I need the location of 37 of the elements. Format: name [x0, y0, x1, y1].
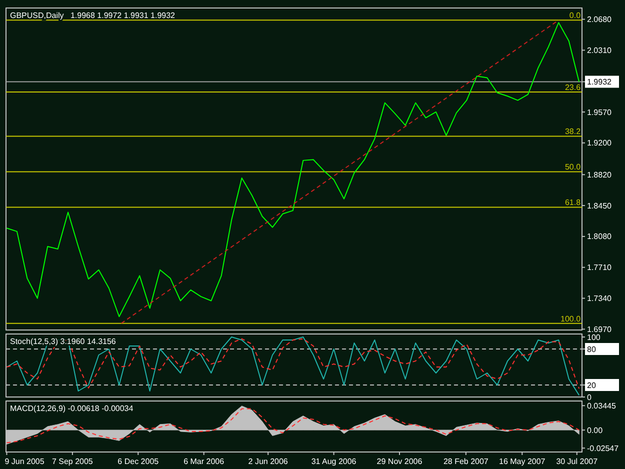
- x-tick-label: 7 Sep 2005: [52, 457, 94, 466]
- annotation: 0.0: [569, 11, 582, 20]
- y-tick-label: -0.02547: [587, 444, 620, 453]
- x-tick-label: 2 Jun 2006: [248, 457, 288, 466]
- x-tick-label: 30 Jul 2007: [556, 457, 598, 466]
- y-tick-label: 1.9932: [587, 78, 612, 87]
- annotation: 100.0: [560, 314, 582, 324]
- x-tick-label: 6 Dec 2005: [118, 457, 160, 466]
- line-series: [6, 22, 580, 318]
- y-tick-label: 2.0680: [587, 15, 612, 24]
- y-tick-label: 2.0310: [587, 46, 612, 55]
- y-tick-label: 0.00: [587, 426, 604, 435]
- chart-title: GBPUSD,Daily 1.9968 1.9972 1.9931 1.9932: [10, 11, 176, 20]
- x-tick-label: 16 May 2007: [499, 457, 546, 466]
- annotation: 50.0: [564, 162, 582, 172]
- y-tick-label: 80: [587, 344, 596, 354]
- x-tick-label: 29 Nov 2006: [376, 457, 423, 466]
- y-tick-label: 20: [587, 380, 596, 390]
- x-tick-label: 6 Mar 2006: [184, 457, 225, 466]
- y-tick-label: 1.8080: [587, 232, 612, 242]
- x-tick-label: 31 Aug 2006: [311, 457, 357, 466]
- chart-title: MACD(12,26,9) -0.00618 -0.00034: [10, 404, 134, 413]
- y-tick-label: 0.03445: [587, 401, 616, 410]
- y-tick-label: 1.6970: [587, 324, 612, 334]
- y-tick-label: 1.7710: [587, 263, 612, 272]
- y-tick-label: 1.8820: [587, 170, 612, 180]
- x-tick-label: 9 Jun 2005: [4, 457, 45, 466]
- x-tick-label: 28 Feb 2007: [443, 457, 489, 466]
- annotation: 61.8: [564, 198, 582, 208]
- y-tick-label: 1.7340: [587, 294, 612, 304]
- y-tick-label: 1.9570: [587, 108, 612, 117]
- y-tick-label: 1.9200: [587, 138, 612, 148]
- y-tick-label: 100: [587, 332, 601, 342]
- annotation: 38.2: [564, 127, 582, 136]
- y-tick-label: 0: [587, 392, 592, 402]
- y-tick-label: 1.8450: [587, 201, 612, 210]
- annotation: 23.6: [564, 82, 582, 92]
